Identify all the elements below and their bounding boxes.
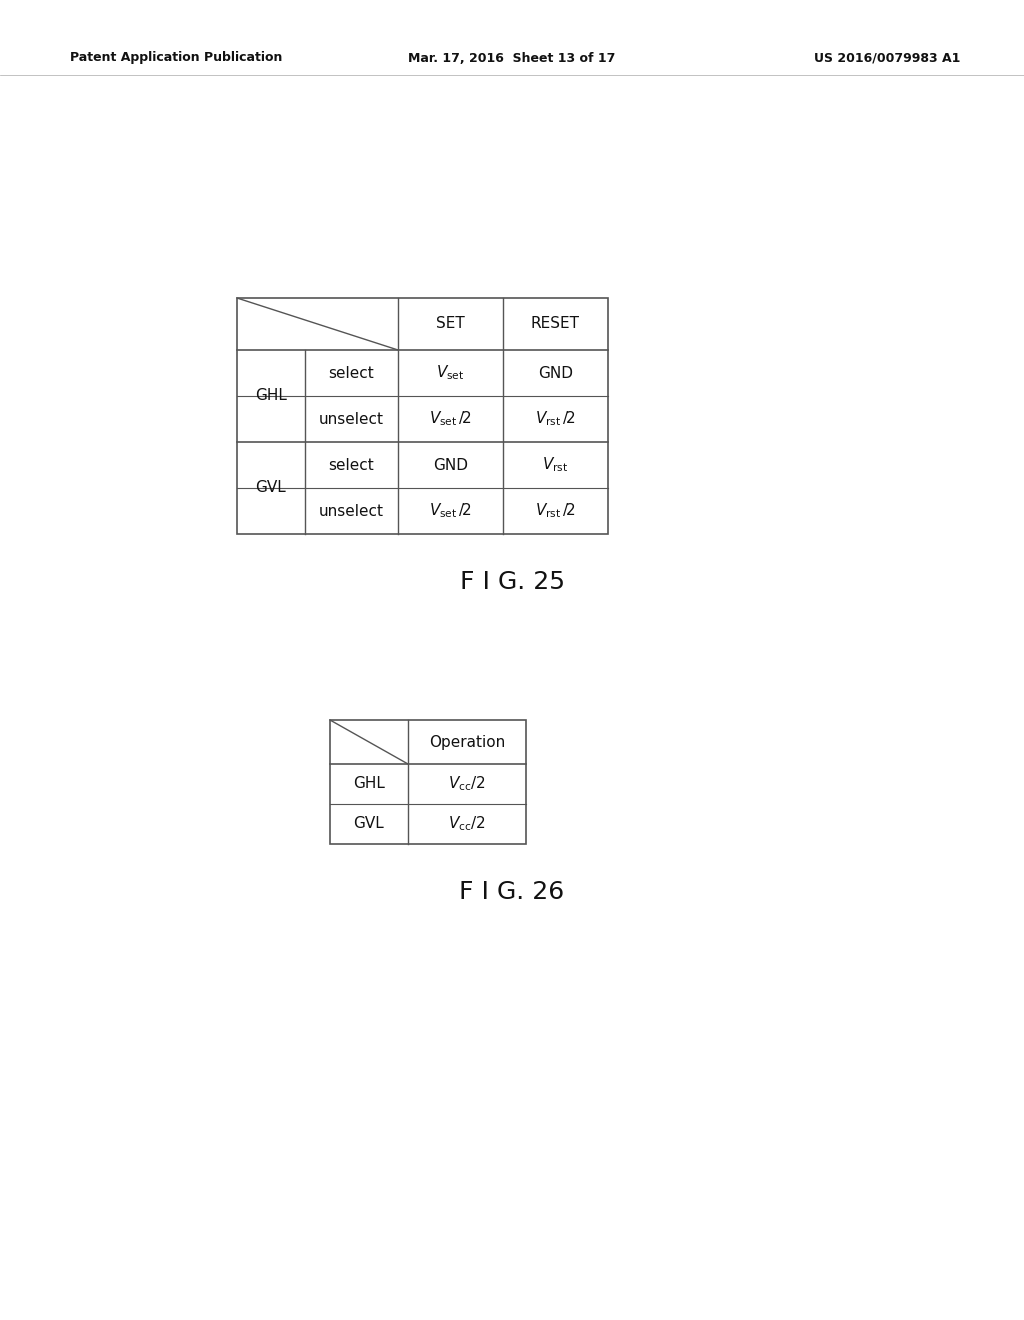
Text: $V_{\mathregular{cc}}$/2: $V_{\mathregular{cc}}$/2	[449, 775, 485, 793]
Text: F I G. 26: F I G. 26	[460, 880, 564, 904]
Text: GVL: GVL	[256, 480, 287, 495]
Text: SET: SET	[436, 317, 465, 331]
Text: $V_{\mathregular{rst}}$ $\!/\!$2: $V_{\mathregular{rst}}$ $\!/\!$2	[536, 409, 575, 429]
Text: GND: GND	[433, 458, 468, 473]
Text: $V_{\mathregular{rst}}$: $V_{\mathregular{rst}}$	[543, 455, 568, 474]
Bar	[330, 719, 526, 843]
Text: GVL: GVL	[353, 817, 384, 832]
Text: $V_{\mathregular{set}}$ $\!/\!$2: $V_{\mathregular{set}}$ $\!/\!$2	[429, 502, 472, 520]
Text: Mar. 17, 2016  Sheet 13 of 17: Mar. 17, 2016 Sheet 13 of 17	[409, 51, 615, 65]
Text: $V_{\mathregular{rst}}$ $\!/\!$2: $V_{\mathregular{rst}}$ $\!/\!$2	[536, 502, 575, 520]
Text: F I G. 25: F I G. 25	[460, 570, 564, 594]
Bar	[237, 298, 608, 535]
Text: select: select	[329, 458, 375, 473]
Text: GHL: GHL	[255, 388, 287, 404]
Text: $V_{\mathregular{set}}$ $\!/\!$2: $V_{\mathregular{set}}$ $\!/\!$2	[429, 409, 472, 429]
Text: GHL: GHL	[353, 776, 385, 792]
Text: GND: GND	[538, 366, 573, 380]
Text: unselect: unselect	[319, 503, 384, 519]
Text: $V_{\mathregular{cc}}$/2: $V_{\mathregular{cc}}$/2	[449, 814, 485, 833]
Text: select: select	[329, 366, 375, 380]
Text: Operation: Operation	[429, 734, 505, 750]
Text: $V_{\mathregular{set}}$: $V_{\mathregular{set}}$	[436, 363, 465, 383]
Text: US 2016/0079983 A1: US 2016/0079983 A1	[814, 51, 961, 65]
Text: RESET: RESET	[531, 317, 580, 331]
Text: unselect: unselect	[319, 412, 384, 426]
Text: Patent Application Publication: Patent Application Publication	[70, 51, 283, 65]
